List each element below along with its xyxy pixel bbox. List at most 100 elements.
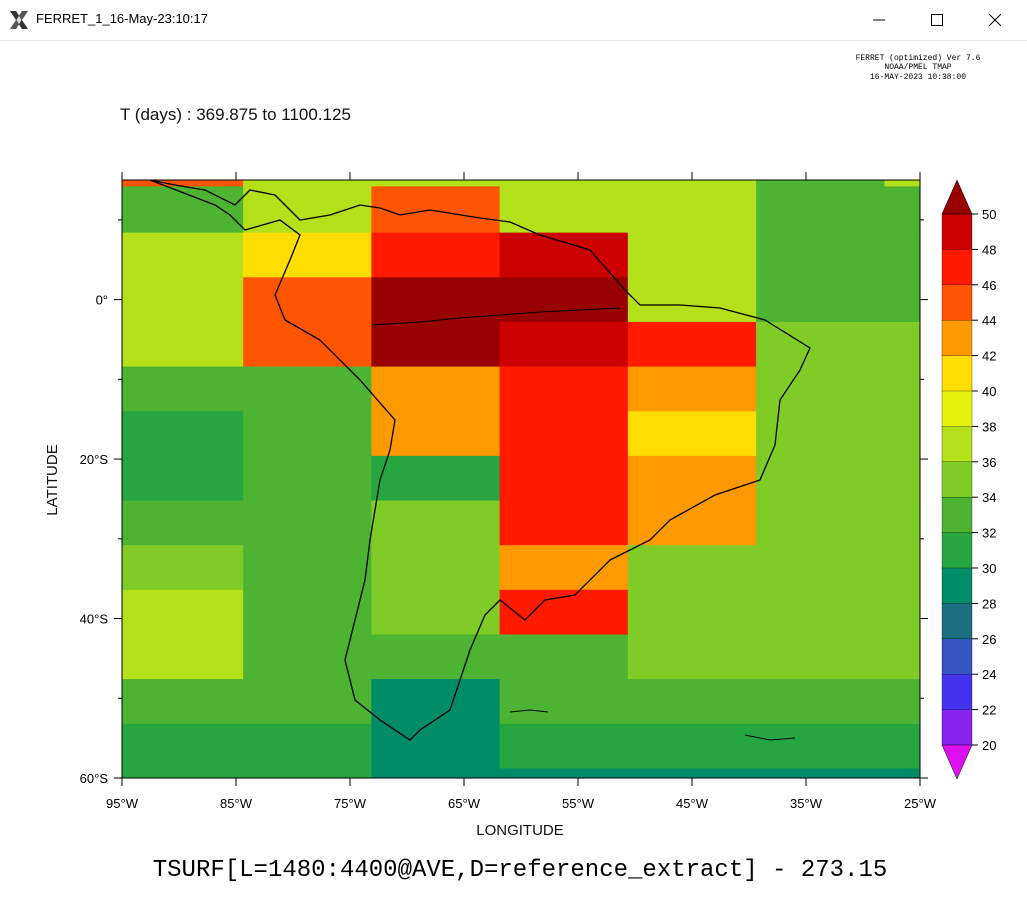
heatmap-cell: [371, 768, 500, 778]
heatmap-cell: [628, 724, 757, 769]
heatmap-cell: [243, 545, 372, 590]
heatmap-cell: [500, 501, 629, 546]
y-tick-label: 20°S: [80, 452, 109, 467]
plot-canvas: FERRET (optimized) Ver 7.6 NOAA/PMEL TMA…: [0, 40, 1027, 921]
heatmap-cell: [500, 634, 629, 679]
heatmap-cell: [122, 411, 244, 456]
heatmap-cell: [884, 322, 920, 367]
heatmap-cell: [884, 180, 920, 187]
heatmap-cell: [756, 679, 885, 724]
heatmap-cell: [628, 411, 757, 456]
minimize-icon: [873, 14, 885, 26]
heatmap-cell: [122, 186, 244, 233]
colorbar-label: 36: [982, 455, 996, 470]
colorbar-bin: [942, 214, 972, 250]
colorbar-label: 26: [982, 632, 996, 647]
heatmap-cell: [371, 180, 500, 187]
colorbar-bin: [942, 462, 972, 498]
minimize-button[interactable]: [856, 0, 902, 40]
x-tick-label: 85°W: [220, 796, 253, 811]
colorbar-label: 48: [982, 242, 996, 257]
heatmap-cell: [756, 322, 885, 367]
heatmap-cell: [628, 456, 757, 501]
heatmap-grid: [122, 180, 921, 779]
heatmap-cell: [243, 768, 372, 778]
heatmap-cell: [243, 411, 372, 456]
heatmap-cell: [122, 456, 244, 501]
heatmap-cell: [500, 724, 629, 769]
colorbar-label: 32: [982, 526, 996, 541]
heatmap-cell: [122, 590, 244, 635]
y-tick-label: 40°S: [80, 612, 109, 627]
heatmap-cell: [243, 233, 372, 278]
heatmap-cell: [628, 634, 757, 679]
heatmap-cell: [756, 501, 885, 546]
heatmap-cell: [122, 679, 244, 724]
heatmap-cell: [884, 545, 920, 590]
colorbar-label: 44: [982, 313, 996, 328]
colorbar-label: 22: [982, 703, 996, 718]
heatmap-cell: [371, 679, 500, 724]
close-icon: [989, 14, 1001, 26]
heatmap-cell: [756, 186, 885, 233]
heatmap-cell: [371, 277, 500, 322]
colorbar-bin: [942, 249, 972, 285]
colorbar-bin: [942, 710, 972, 746]
heatmap-cell: [884, 501, 920, 546]
heatmap-cell: [756, 411, 885, 456]
heatmap-cell: [756, 545, 885, 590]
x-tick-label: 35°W: [790, 796, 823, 811]
close-button[interactable]: [972, 0, 1018, 40]
colorbar-bin: [942, 603, 972, 639]
heatmap-cell: [500, 768, 629, 778]
heatmap-cell: [756, 233, 885, 278]
colorbar-label: 24: [982, 667, 996, 682]
heatmap-cell: [122, 768, 244, 778]
heatmap-cell: [371, 367, 500, 412]
colorbar-over-arrow: [942, 180, 972, 214]
heatmap-cell: [756, 456, 885, 501]
heatmap-cell: [884, 724, 920, 769]
heatmap-cell: [243, 634, 372, 679]
heatmap-cell: [628, 180, 757, 187]
heatmap-cell: [628, 367, 757, 412]
heatmap-cell: [371, 634, 500, 679]
heatmap-cell: [122, 233, 244, 278]
heatmap-cell: [500, 456, 629, 501]
x-tick-label: 25°W: [904, 796, 937, 811]
stamp-line-3: 16-MAY-2023 10:38:00: [870, 73, 966, 82]
x-tick-label: 65°W: [448, 796, 481, 811]
heatmap-cell: [884, 233, 920, 278]
heatmap-cell: [122, 545, 244, 590]
heatmap-cell: [122, 367, 244, 412]
heatmap-cell: [884, 456, 920, 501]
colorbar-label: 30: [982, 561, 996, 576]
heatmap-cell: [371, 456, 500, 501]
heatmap-cell: [371, 186, 500, 233]
heatmap-cell: [628, 768, 757, 778]
heatmap-cell: [500, 367, 629, 412]
heatmap-cell: [243, 724, 372, 769]
heatmap-cell: [500, 277, 629, 322]
heatmap-cell: [371, 724, 500, 769]
colorbar-under-arrow: [942, 745, 972, 779]
stamp-line-1: FERRET (optimized) Ver 7.6: [856, 54, 981, 63]
heatmap-cell: [756, 634, 885, 679]
window-title: FERRET_1_16-May-23:10:17: [36, 11, 208, 26]
colorbar-label: 46: [982, 278, 996, 293]
heatmap-cell: [884, 367, 920, 412]
heatmap-cell: [884, 411, 920, 456]
heatmap-cell: [756, 367, 885, 412]
colorbar-label: 28: [982, 596, 996, 611]
colorbar-bin: [942, 533, 972, 569]
heatmap-cell: [628, 545, 757, 590]
heatmap-cell: [884, 590, 920, 635]
colorbar-bin: [942, 356, 972, 392]
colorbar-bin: [942, 639, 972, 675]
y-axis-label: LATITUDE: [44, 444, 61, 515]
colorbar-bin: [942, 568, 972, 604]
colorbar-label: 40: [982, 384, 996, 399]
heatmap-cell: [756, 277, 885, 322]
maximize-button[interactable]: [914, 0, 960, 40]
heatmap-cell: [628, 186, 757, 233]
